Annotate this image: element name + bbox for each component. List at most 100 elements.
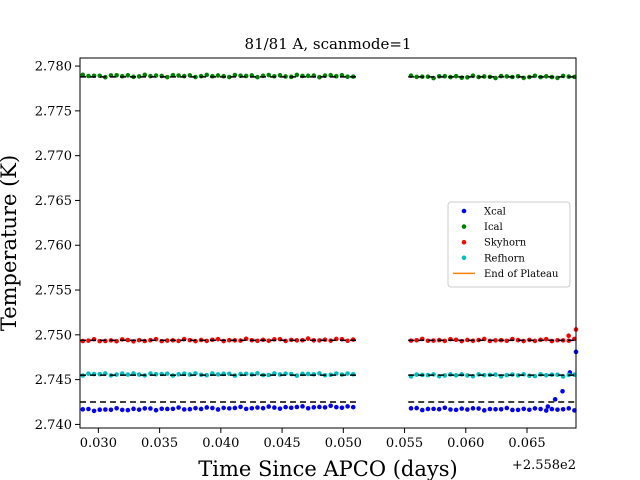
data-point: [153, 407, 159, 413]
data-point: [442, 373, 448, 378]
data-point: [305, 371, 311, 377]
data-point: [103, 407, 108, 412]
data-point: [159, 73, 164, 79]
data-point: [142, 406, 148, 411]
data-point: [266, 372, 272, 378]
data-point: [470, 406, 476, 411]
y-axis: 2.740 2.745 2.750 2.755 2.760 2.765 2.770 2.775…: [35, 60, 80, 433]
data-point: [243, 73, 249, 79]
data-point: [187, 406, 193, 412]
data-point: [238, 404, 243, 410]
data-point: [260, 405, 266, 411]
data-point: [210, 405, 215, 411]
data-point: [86, 371, 91, 376]
data-point: [232, 405, 238, 411]
data-point: [527, 407, 532, 413]
data-point: [481, 408, 487, 413]
legend-swatch: [461, 208, 467, 214]
x-tick-label: 0.065: [508, 436, 545, 451]
data-point: [266, 338, 272, 344]
data-point: [521, 338, 527, 344]
data-point: [521, 406, 527, 412]
chart-title: 81/81 A, scanmode=1: [245, 35, 412, 53]
legend-label: End of Plateau: [484, 269, 559, 280]
data-point: [481, 74, 487, 79]
data-point: [165, 338, 170, 343]
x-tick-label: 0.045: [263, 436, 300, 451]
data-point: [125, 73, 131, 78]
data-point: [108, 407, 114, 413]
data-point: [543, 336, 549, 342]
data-point: [345, 338, 350, 344]
data-point: [221, 405, 226, 411]
y-tick-label: 2.770: [35, 149, 72, 164]
data-point: [136, 407, 142, 412]
data-point: [243, 406, 249, 412]
data-point: [345, 74, 350, 79]
plateau-layer: [80, 76, 576, 403]
data-point: [125, 372, 131, 377]
legend-swatch: [461, 224, 467, 229]
x-axis-label: Time Since APCO (days): [198, 457, 457, 480]
data-point: [193, 405, 198, 411]
data-point: [86, 406, 91, 412]
data-point: [119, 337, 125, 342]
data-point: [560, 406, 566, 412]
data-point: [487, 406, 493, 412]
data-point: [215, 407, 221, 412]
data-point: [345, 404, 350, 409]
data-point: [317, 404, 322, 410]
data-point: [283, 404, 288, 410]
data-point: [204, 405, 210, 410]
legend-label: Skyhorn: [484, 238, 527, 249]
data-point: [159, 406, 164, 412]
data-point: [226, 406, 232, 411]
data-point: [215, 372, 221, 377]
data-point: [305, 336, 311, 341]
data-point: [80, 407, 86, 412]
data-point: [322, 405, 328, 410]
data-point: [510, 407, 515, 413]
data-point: [515, 407, 521, 413]
data-point: [86, 73, 91, 79]
data-point: [448, 407, 453, 412]
data-point: [148, 406, 153, 411]
data-point: [436, 406, 442, 412]
data-point: [504, 338, 510, 344]
data-point: [142, 338, 148, 344]
data-point: [97, 407, 103, 413]
data-point: [165, 406, 170, 412]
data-point: [255, 405, 260, 410]
plot-area: [79, 57, 577, 429]
data-point: [80, 338, 86, 344]
data-point: [170, 406, 176, 412]
data-point: [498, 406, 504, 412]
data-point: [305, 406, 311, 411]
data-point: [465, 337, 470, 343]
data-point: [414, 372, 419, 377]
data-point: [277, 406, 283, 411]
data-point: [408, 406, 414, 411]
data-point: [136, 337, 142, 343]
x-tick-label: 0.035: [141, 436, 178, 451]
data-point: [350, 404, 356, 410]
data-point: [493, 372, 498, 377]
data-point: [532, 406, 538, 411]
x-tick-label: 0.050: [325, 436, 362, 451]
data-point: [215, 336, 221, 342]
y-tick-label: 2.765: [35, 194, 72, 209]
x-offset-label: +2.558e2: [512, 458, 576, 473]
data-point: [255, 74, 260, 80]
data-point: [538, 372, 543, 377]
data-point: [350, 372, 356, 377]
data-point: [493, 338, 498, 343]
data-point: [226, 337, 232, 343]
data-point: [552, 397, 558, 402]
data-point: [431, 406, 436, 412]
data-point: [515, 373, 521, 378]
data-point: [493, 75, 498, 81]
x-tick-label: 0.030: [80, 436, 117, 451]
data-point: [459, 372, 465, 377]
legend-label: Xcal: [484, 207, 506, 218]
